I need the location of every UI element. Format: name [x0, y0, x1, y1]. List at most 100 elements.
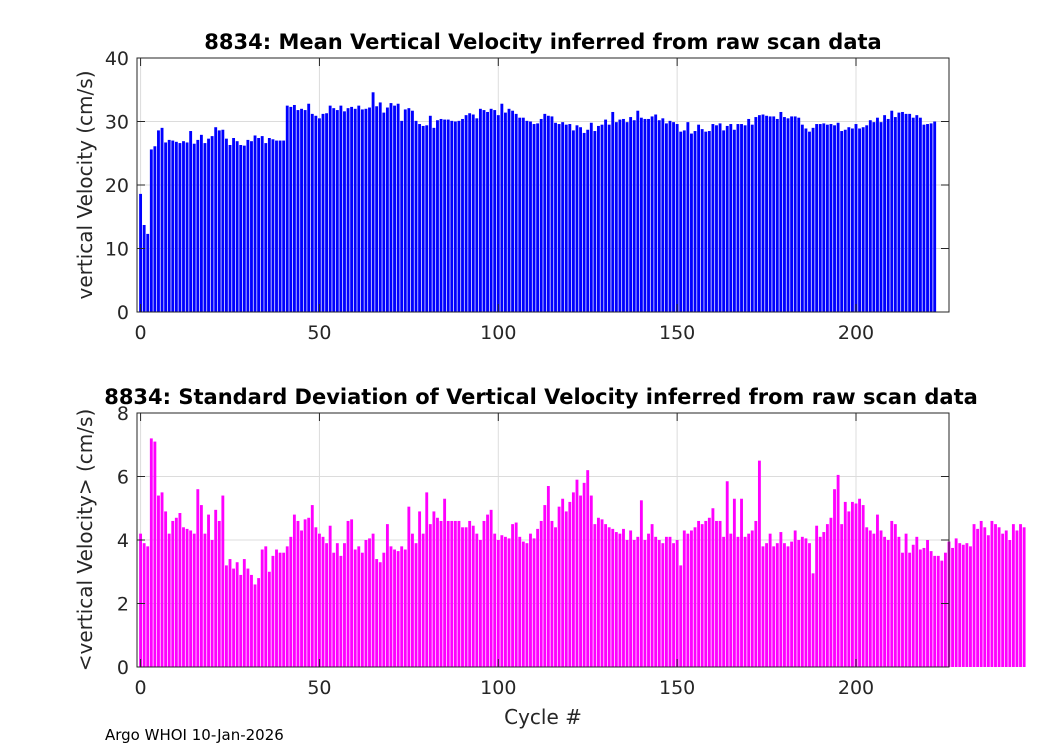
bar-cycle-108: [525, 120, 529, 312]
bar-cycle-48: [310, 113, 314, 312]
bar-cycle-189: [815, 525, 819, 667]
bar-cycle-216: [911, 544, 915, 667]
bar-cycle-25: [228, 145, 232, 312]
bar-cycle-172: [754, 520, 758, 667]
bar-cycle-147: [664, 536, 668, 667]
bar-cycle-70: [389, 103, 393, 312]
bar-cycle-43: [292, 514, 296, 667]
bar-cycle-55: [335, 543, 339, 667]
bar-cycle-41: [285, 546, 289, 667]
bar-cycle-142: [647, 533, 650, 667]
bar-cycle-92: [468, 520, 472, 667]
bar-cycle-171: [750, 124, 754, 312]
y-tick-label: 40: [105, 48, 129, 70]
bar-cycle-66: [375, 559, 379, 667]
bar-cycle-10: [174, 517, 178, 667]
bar-cycle-7: [164, 142, 168, 312]
bar-cycle-222: [933, 121, 937, 312]
bar-cycle-136: [625, 540, 629, 667]
bar-cycle-146: [661, 118, 665, 312]
bar-cycle-208: [883, 536, 887, 667]
bar-cycle-120: [568, 124, 572, 312]
bar-cycle-212: [897, 536, 901, 667]
bar-cycle-204: [868, 120, 872, 312]
bar-cycle-90: [461, 527, 464, 667]
bar-cycle-200: [854, 503, 858, 667]
bar-cycle-49: [314, 527, 318, 667]
bar-cycle-191: [822, 123, 826, 312]
bar-cycle-177: [772, 546, 776, 667]
bar-cycle-13: [185, 142, 189, 312]
bar-cycle-129: [600, 124, 604, 312]
bar-cycle-18: [203, 143, 207, 312]
bar-cycle-188: [811, 573, 815, 667]
bar-cycle-225: [943, 552, 947, 667]
bar-cycle-243: [1008, 540, 1012, 667]
bar-cycle-54: [332, 108, 336, 312]
bar-cycle-193: [829, 124, 833, 312]
bar-cycle-64: [368, 538, 371, 667]
bar-cycle-231: [965, 543, 969, 667]
bar-cycle-62: [360, 552, 364, 667]
bar-cycle-72: [396, 103, 400, 312]
bar-cycle-99: [493, 110, 497, 312]
bar-cycle-173: [757, 460, 761, 668]
bar-cycle-107: [521, 541, 525, 667]
bar-cycle-206: [876, 117, 879, 312]
bar-cycle-123: [579, 495, 582, 667]
bar-cycle-197: [843, 501, 847, 667]
bar-cycle-162: [718, 123, 722, 312]
bar-cycle-32: [253, 135, 257, 312]
bar-cycle-44: [296, 110, 300, 312]
bar-cycle-20: [210, 540, 214, 667]
bar-cycle-81: [428, 115, 432, 312]
bar-cycle-127: [593, 524, 597, 668]
bar-cycle-219: [922, 547, 926, 667]
bar-cycle-9: [171, 520, 175, 667]
bar-cycle-143: [650, 116, 654, 312]
bar-cycle-239: [994, 524, 997, 668]
bar-cycle-126: [589, 122, 593, 313]
bar-cycle-22: [217, 130, 221, 312]
bar-cycle-100: [496, 115, 500, 313]
bar-cycle-200: [854, 124, 858, 312]
bar-cycle-221: [929, 123, 933, 312]
bar-cycle-119: [564, 511, 568, 667]
bar-cycle-54: [332, 552, 336, 667]
bar-cycle-71: [393, 105, 396, 313]
bar-cycle-2: [146, 233, 150, 312]
x-tick-label: 50: [307, 322, 331, 344]
bar-cycle-113: [543, 505, 547, 667]
bar-cycle-87: [450, 520, 454, 667]
bar-cycle-126: [589, 495, 593, 667]
bar-cycle-66: [375, 106, 379, 312]
bar-cycle-84: [439, 118, 443, 313]
bar-cycle-91: [464, 527, 468, 667]
bar-cycle-41: [285, 105, 289, 313]
bar-cycle-162: [718, 520, 722, 667]
bar-cycle-187: [808, 543, 811, 667]
bar-cycle-16: [196, 139, 200, 312]
bar-cycle-61: [357, 546, 361, 667]
bar-cycle-34: [260, 136, 264, 312]
bar-cycle-159: [707, 517, 711, 667]
bar-cycle-181: [786, 118, 790, 312]
bar-cycle-100: [496, 540, 500, 667]
bar-cycle-139: [636, 536, 640, 667]
bar-cycle-104: [511, 110, 515, 313]
bar-cycle-32: [253, 584, 257, 667]
bar-cycle-166: [732, 129, 736, 312]
bar-cycle-205: [872, 533, 876, 667]
bar-cycle-47: [307, 517, 311, 667]
bar-cycle-186: [804, 128, 808, 312]
bar-cycle-153: [686, 533, 690, 667]
bar-cycle-19: [207, 514, 210, 667]
bar-cycle-122: [575, 479, 579, 667]
bar-cycle-223: [936, 555, 940, 668]
bar-cycle-115: [550, 520, 554, 667]
bar-cycle-61: [357, 105, 361, 313]
y-tick-label: 30: [105, 112, 129, 134]
bar-cycle-109: [529, 533, 532, 667]
bar-cycle-97: [486, 111, 489, 312]
bar-cycle-112: [539, 118, 543, 313]
